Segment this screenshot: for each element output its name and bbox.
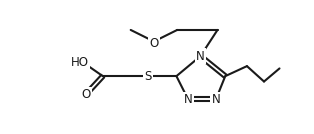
- Text: O: O: [149, 37, 159, 50]
- Text: N: N: [196, 50, 205, 63]
- Text: N: N: [184, 93, 192, 106]
- Text: N: N: [212, 93, 220, 106]
- Text: O: O: [81, 88, 90, 101]
- Text: S: S: [144, 70, 151, 83]
- Text: HO: HO: [71, 56, 89, 69]
